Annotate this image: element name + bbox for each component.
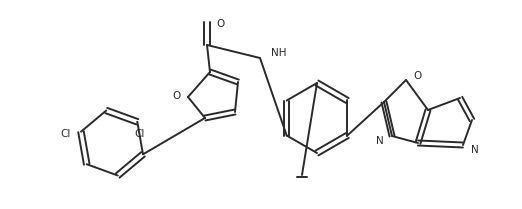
Text: N: N [376,136,384,146]
Text: NH: NH [271,48,287,58]
Text: O: O [216,19,224,29]
Text: O: O [173,91,181,101]
Text: N: N [471,145,479,155]
Text: Cl: Cl [134,129,145,139]
Text: O: O [413,71,421,81]
Text: Cl: Cl [61,129,71,139]
